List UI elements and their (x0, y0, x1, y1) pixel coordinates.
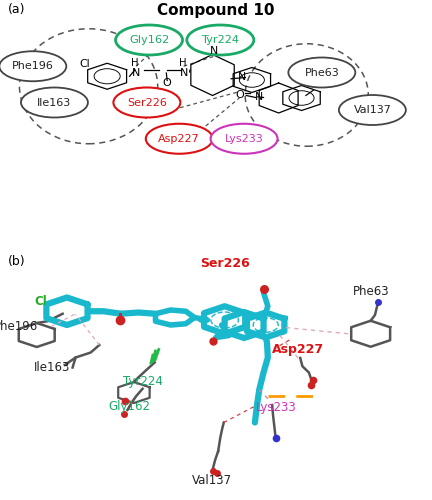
Text: H: H (131, 58, 139, 68)
Text: Lys233: Lys233 (225, 134, 264, 144)
Text: Phe196: Phe196 (12, 61, 54, 71)
Text: O: O (163, 78, 172, 88)
Text: Cl: Cl (79, 58, 89, 68)
Ellipse shape (114, 88, 181, 118)
Text: N: N (132, 68, 140, 78)
Text: N: N (255, 92, 264, 102)
Text: Ser226: Ser226 (127, 98, 167, 108)
Ellipse shape (21, 88, 88, 118)
Text: H: H (179, 58, 187, 68)
Text: Ile163: Ile163 (34, 361, 70, 374)
Ellipse shape (116, 25, 182, 55)
Text: Asp227: Asp227 (159, 134, 200, 144)
Text: Cl: Cl (35, 294, 48, 308)
Text: N: N (238, 72, 246, 83)
Ellipse shape (288, 58, 355, 88)
Ellipse shape (210, 124, 277, 154)
Ellipse shape (245, 44, 368, 146)
Text: Phe63: Phe63 (353, 285, 390, 298)
Text: (b): (b) (8, 256, 25, 268)
Text: (a): (a) (8, 2, 25, 16)
Text: Val137: Val137 (192, 474, 232, 486)
Ellipse shape (187, 25, 254, 55)
Ellipse shape (19, 28, 158, 144)
Ellipse shape (339, 95, 406, 125)
Text: Ile163: Ile163 (37, 98, 72, 108)
Ellipse shape (146, 124, 213, 154)
Text: Phe63: Phe63 (305, 68, 339, 78)
Text: N: N (179, 68, 188, 78)
Text: Gly162: Gly162 (108, 400, 151, 413)
Text: Tyr224: Tyr224 (123, 375, 162, 388)
Text: Ser226: Ser226 (200, 257, 250, 270)
Ellipse shape (0, 52, 67, 81)
Text: O: O (236, 90, 245, 101)
Text: N: N (210, 46, 218, 56)
Text: Val137: Val137 (353, 105, 391, 115)
Text: Tyr224: Tyr224 (201, 35, 239, 45)
Text: Gly162: Gly162 (129, 35, 169, 45)
Text: Phe196: Phe196 (0, 320, 38, 333)
Text: Asp227: Asp227 (272, 344, 324, 356)
Text: Compound 10: Compound 10 (157, 2, 275, 18)
Text: Lys233: Lys233 (256, 401, 297, 414)
